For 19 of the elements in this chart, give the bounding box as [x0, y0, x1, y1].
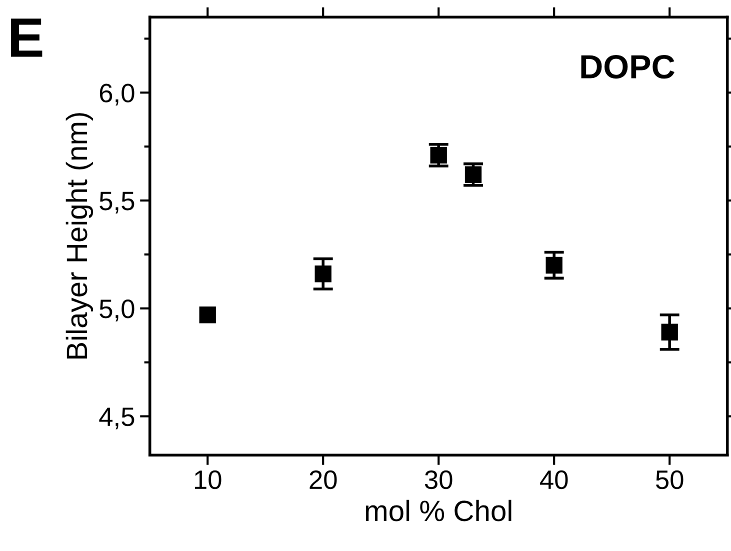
point [430, 146, 447, 164]
point [464, 166, 482, 183]
y-axis-title: Bilayer Height (nm) [66, 113, 94, 359]
x-tick-label: 40 [540, 470, 568, 490]
point [546, 256, 562, 274]
text: E [11, 18, 42, 57]
y-tick-label: 5,0 [100, 300, 134, 322]
x-tick-label: 30 [424, 470, 452, 490]
y-tick-label: 5,5 [100, 192, 134, 214]
y-tick-label: 6,0 [100, 84, 134, 106]
point [314, 266, 332, 282]
point [199, 306, 216, 324]
x-axis-title: mol % Chol [366, 500, 512, 522]
y-tick-label: 4,5 [99, 408, 134, 430]
annotation: DOPC [581, 54, 674, 79]
point [661, 324, 678, 340]
x-tick-label: 50 [656, 470, 684, 490]
x-tick-label: 20 [310, 470, 337, 490]
x-tick-label: 10 [194, 470, 222, 490]
